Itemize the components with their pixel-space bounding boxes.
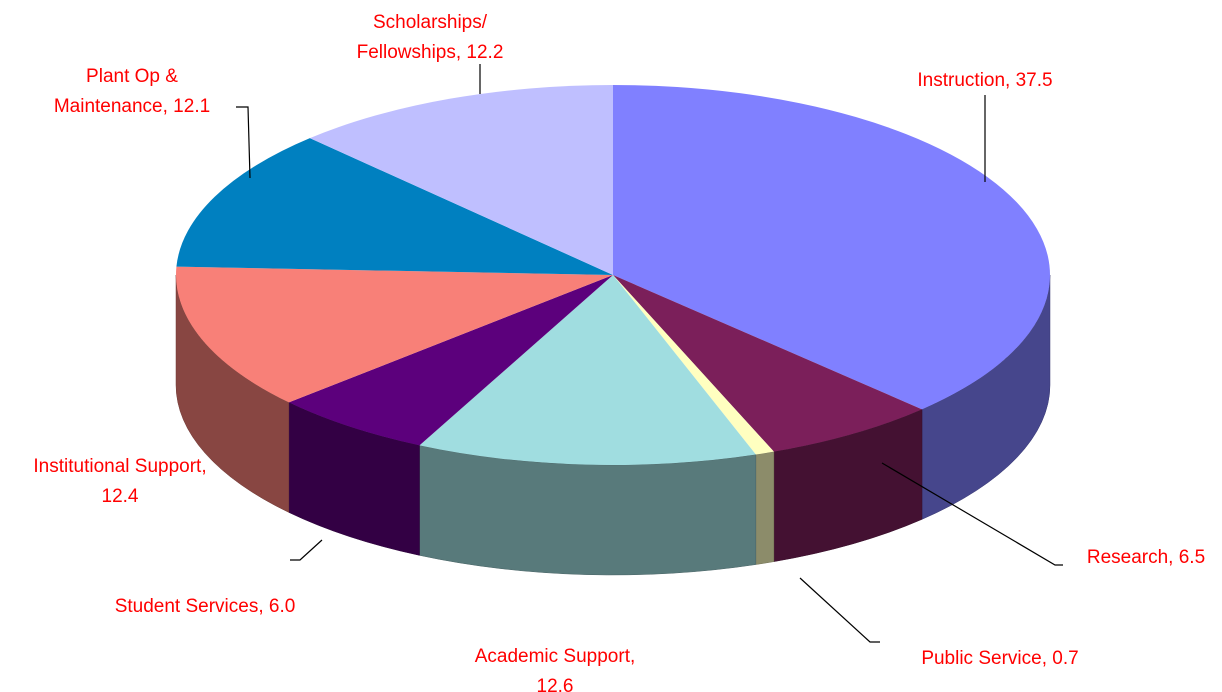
data-label: Scholarships/ [373, 12, 488, 33]
leader-lines [236, 64, 1063, 643]
data-labels: Instruction, 37.5 Research, 6.5 Public Ser… [33, 12, 1205, 692]
data-label: Plant Op & [86, 66, 178, 87]
leader-line [290, 539, 323, 561]
data-label: Instruction, 37.5 [917, 70, 1052, 91]
data-label: Public Service, 0.7 [921, 648, 1078, 669]
slice [309, 84, 613, 275]
pie [175, 84, 1051, 576]
data-label: Student Services, 6.0 [115, 596, 296, 617]
slice [419, 275, 756, 465]
data-label: Fellowships, 12.2 [357, 42, 504, 63]
slice [613, 275, 774, 455]
leader-line [236, 106, 251, 179]
data-label: Academic Support, [475, 646, 636, 667]
slice [288, 275, 613, 446]
data-label: Maintenance, 12.1 [54, 96, 210, 117]
slice-side [755, 451, 775, 565]
data-label: Research, 6.5 [1087, 547, 1205, 568]
slice [613, 85, 1050, 410]
data-label: 12.6 [537, 676, 574, 692]
leader-line [799, 577, 880, 643]
data-label: Institutional Support, [33, 456, 206, 477]
leader-line [881, 462, 1063, 566]
slice [613, 275, 923, 452]
data-label: 12.4 [102, 486, 139, 507]
slice [176, 138, 613, 275]
slice-side [419, 445, 757, 576]
slice [176, 266, 614, 403]
